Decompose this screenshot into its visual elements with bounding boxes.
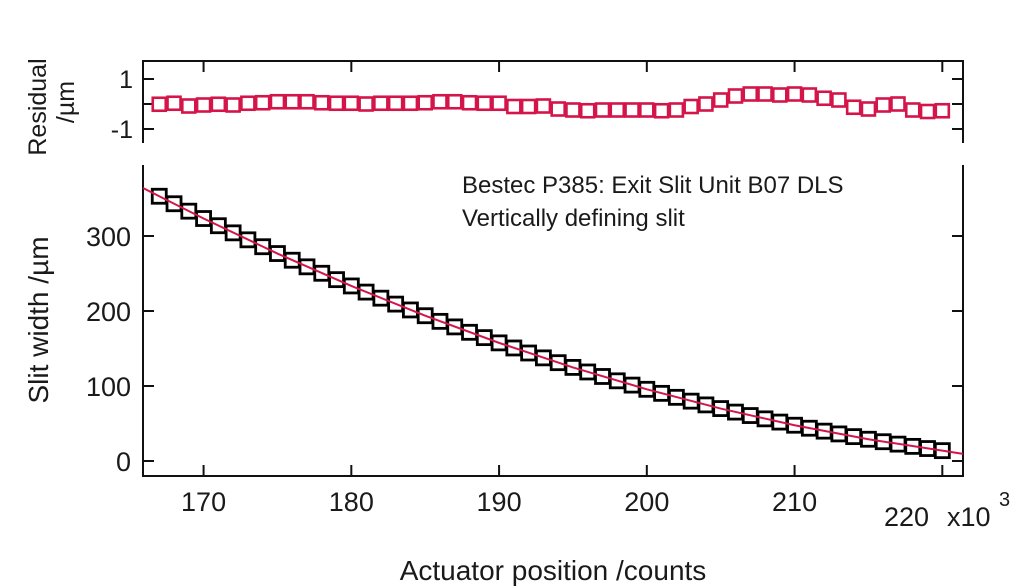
- residual-point: [491, 95, 507, 112]
- residual-point: [358, 96, 374, 112]
- residual-point: [476, 95, 493, 112]
- y-tick-label: 100: [86, 372, 131, 402]
- x-tick-label: 190: [477, 487, 522, 517]
- fit-line: [142, 187, 964, 455]
- residual-point: [313, 94, 330, 111]
- residual-point: [417, 94, 433, 111]
- y-tick-label: 0: [116, 447, 131, 477]
- residual-point: [757, 86, 773, 102]
- residual-point: [550, 101, 566, 117]
- residual-point: [461, 94, 478, 111]
- residual-point: [446, 93, 463, 110]
- residual-point: [786, 86, 803, 102]
- residual-point: [520, 98, 537, 115]
- residual-point: [816, 90, 832, 107]
- residual-point: [594, 102, 611, 118]
- residual-point: [771, 87, 788, 103]
- residual-point: [831, 92, 847, 108]
- main-ylabel: Slit width /µm: [23, 236, 54, 403]
- residual-point: [166, 95, 182, 112]
- residual-point: [373, 95, 389, 112]
- residual-point: [845, 99, 862, 116]
- x-tick-label: 170: [181, 487, 226, 517]
- x-multiplier: x10: [947, 502, 991, 532]
- residual-point: [698, 96, 714, 112]
- y-tick-label: 300: [86, 222, 131, 252]
- residual-point: [624, 102, 640, 118]
- residual-ylabel-line2: /µm: [52, 81, 80, 123]
- residual-point: [151, 96, 168, 113]
- residual-point: [890, 96, 906, 112]
- y-tick-label: 200: [86, 297, 131, 327]
- residual-point: [919, 103, 936, 120]
- residual-point: [742, 86, 759, 102]
- x-tick-label: 210: [772, 487, 817, 517]
- residual-point: [653, 102, 670, 119]
- residual-y-tick-label: -1: [111, 116, 133, 144]
- residual-panel: 1 -1 Residual /µm: [24, 58, 964, 156]
- residual-point: [210, 96, 227, 113]
- residual-point: [712, 92, 729, 108]
- x-multiplier-exponent: 3: [999, 489, 1010, 511]
- residual-point: [934, 102, 951, 119]
- residual-point: [727, 88, 744, 104]
- residual-point: [254, 94, 271, 111]
- residual-point: [565, 102, 581, 118]
- residual-point: [181, 98, 197, 114]
- residual-point: [299, 93, 315, 110]
- x-tick-label: 180: [329, 487, 374, 517]
- residual-point: [225, 97, 241, 113]
- x-tick-label: 220: [884, 502, 929, 532]
- residual-point: [284, 93, 301, 110]
- residual-point: [328, 95, 345, 112]
- x-tick-label: 200: [624, 487, 669, 517]
- residual-point: [343, 95, 360, 112]
- main-xlabel: Actuator position /counts: [400, 555, 707, 586]
- residual-ylabel-line1: Residual: [24, 58, 52, 155]
- residual-y-tick-label: 1: [119, 66, 133, 94]
- residual-point: [609, 102, 626, 118]
- residual-point: [579, 102, 596, 119]
- residual-point: [875, 97, 892, 113]
- residual-point: [506, 98, 522, 115]
- residual-point: [639, 102, 655, 118]
- residual-point: [801, 87, 818, 103]
- residual-point: [240, 95, 256, 112]
- data-point: [933, 442, 951, 460]
- residual-point: [402, 95, 419, 112]
- residual-point: [683, 98, 699, 115]
- residual-point: [195, 97, 212, 113]
- residual-point: [860, 101, 877, 117]
- main-panel: 170 180 190 200 210 220 0 100 200 300 Bestec P385…: [23, 165, 1010, 586]
- residual-point: [269, 93, 286, 110]
- chart-title-line1: Bestec P385: Exit Slit Unit B07 DLS: [462, 172, 844, 199]
- chart-title-line2: Vertically defining slit: [462, 205, 685, 232]
- residual-point: [668, 102, 685, 118]
- residual-point: [432, 93, 448, 110]
- residual-point: [904, 102, 921, 118]
- residual-point: [535, 98, 552, 114]
- residual-point: [387, 95, 404, 112]
